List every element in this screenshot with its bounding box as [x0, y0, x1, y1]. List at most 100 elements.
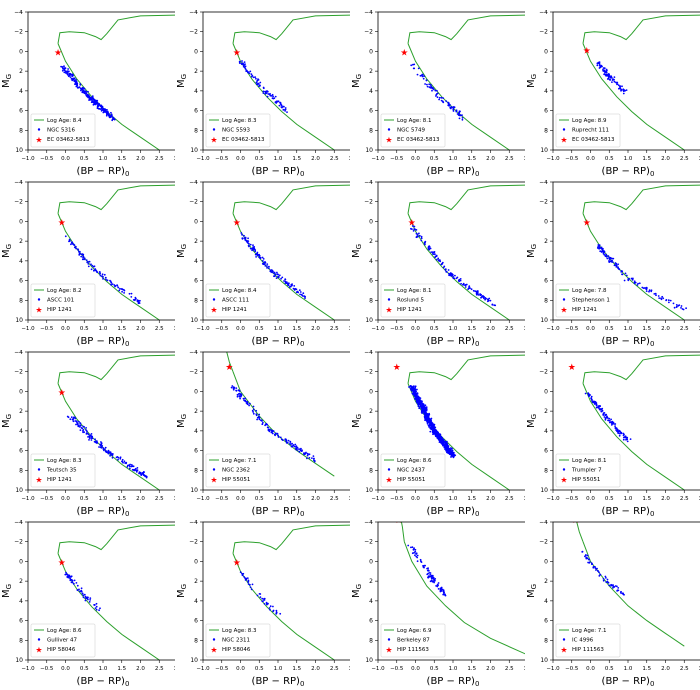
legend-label: Log Age: 8.2 [47, 288, 82, 294]
cluster-star-point [249, 247, 252, 250]
cluster-star-point [85, 92, 88, 95]
cluster-star-point [283, 280, 285, 282]
cluster-star-point [95, 602, 98, 605]
legend-star-swatch: ★ [210, 646, 217, 655]
cluster-star-point [451, 273, 454, 276]
y-axis-label-subscript: G [180, 244, 188, 249]
y-tick-label: 10 [15, 147, 23, 154]
cluster-star-point [600, 247, 602, 250]
cluster-star-point [461, 118, 464, 121]
y-tick-label: −4 [364, 520, 373, 526]
cluster-star-point [250, 75, 253, 78]
cluster-star-point [251, 249, 253, 252]
cluster-star-point [249, 243, 252, 246]
cluster-star-point [428, 248, 430, 251]
cluster-star-point [107, 452, 110, 455]
x-tick-label: 3.0 [174, 156, 175, 162]
cluster-star-point [412, 67, 415, 70]
x-tick-label: 0.0 [236, 496, 245, 502]
y-tick-label: −4 [539, 180, 548, 186]
y-tick-label: 10 [15, 487, 23, 494]
cluster-star-point [101, 273, 104, 276]
x-tick-label: 0.5 [80, 666, 89, 672]
cluster-star-point [289, 285, 292, 288]
y-tick-label: 2 [194, 578, 198, 585]
cluster-star-point [654, 292, 657, 295]
legend-label: NGC 2437 [397, 468, 425, 474]
legend-star-swatch: ★ [35, 306, 42, 315]
cluster-star-point [460, 282, 462, 285]
cluster-star-point [418, 398, 421, 401]
x-tick-label: 2.5 [505, 326, 514, 332]
x-tick-label: 1.0 [624, 666, 633, 672]
cluster-star-point [82, 255, 85, 258]
y-axis-label-subscript: G [355, 244, 363, 249]
cluster-star-point [133, 468, 136, 471]
x-axis-label: (BP − RP)0 [252, 506, 305, 518]
x-tick-label: 2.0 [311, 326, 320, 332]
y-tick-label: −2 [14, 539, 23, 546]
cluster-star-point [431, 425, 434, 428]
legend-label: Log Age: 7.1 [572, 628, 607, 634]
x-tick-label: −1.0 [371, 156, 385, 162]
x-tick-label: 3.0 [524, 326, 525, 332]
cluster-star-point [615, 266, 618, 268]
y-tick-label: −2 [539, 29, 548, 36]
y-tick-label: −4 [364, 180, 373, 186]
cluster-star-point [411, 546, 414, 549]
cluster-star-point [81, 427, 84, 430]
cluster-star-point [269, 270, 272, 273]
cluster-star-point [613, 76, 616, 78]
cluster-star-point [441, 441, 444, 444]
cluster-star-point [280, 106, 283, 108]
x-tick-label: 1.0 [624, 156, 633, 162]
cluster-star-point [248, 72, 251, 75]
cluster-star-point [116, 284, 119, 287]
x-tick-label: 2.0 [311, 666, 320, 672]
x-tick-label: 0.0 [411, 666, 420, 672]
cluster-star-point [264, 265, 267, 267]
x-axis-label: (BP − RP)0 [77, 506, 130, 518]
isochrone-upper [400, 522, 405, 542]
cluster-star-point [449, 106, 452, 109]
x-tick-label: 1.0 [99, 156, 108, 162]
cluster-star-point [451, 454, 454, 457]
cluster-star-point [72, 582, 75, 585]
cluster-star-point [71, 73, 74, 76]
cluster-star-point [255, 77, 257, 80]
chart-panel-7: ★ −1.0 −0.5 0.0 0.5 1.0 1.5 2.0 2.5 3.0 −4 −2 0 2 4 6 8 1… [351, 180, 525, 348]
cluster-star-point [617, 432, 620, 435]
y-tick-label: 4 [544, 598, 548, 605]
cluster-star-point [75, 582, 78, 584]
cluster-star-point [272, 430, 275, 432]
cluster-star-point [95, 608, 98, 611]
cluster-star-point [485, 297, 487, 300]
legend: Log Age: 7.1 IC 4996 ★ HIP 111563 [555, 623, 621, 658]
legend-label: Roslund 5 [397, 298, 425, 304]
cluster-star-point [606, 416, 609, 419]
x-tick-label: 0.0 [586, 666, 595, 672]
cluster-star-point [277, 273, 279, 276]
cluster-star-point [440, 99, 443, 102]
cluster-star-point [113, 284, 116, 286]
cluster-star-point [606, 69, 608, 72]
legend-box [205, 283, 271, 318]
cluster-star-point [134, 296, 137, 299]
target-star-marker: ★ [408, 218, 416, 228]
cluster-star-point [87, 94, 89, 96]
legend: Log Age: 8.1 Roslund 5 ★ HIP 1241 [380, 283, 446, 318]
cluster-star-point [270, 431, 273, 434]
cluster-star-point [439, 438, 441, 440]
cluster-star-point [313, 457, 315, 460]
y-tick-label: 6 [19, 108, 23, 115]
cluster-star-point [235, 387, 238, 389]
cluster-star-point [137, 301, 140, 303]
x-tick-label: −1.0 [196, 326, 210, 332]
cluster-star-point [439, 434, 441, 436]
cluster-star-point [293, 285, 296, 287]
legend: Log Age: 8.4 NGC 5316 ★ EC 03462-5813 [30, 113, 96, 148]
cluster-star-point [75, 423, 77, 426]
y-axis-label-subscript: G [5, 244, 13, 249]
cluster-star-point [294, 443, 297, 446]
cluster-star-point [421, 404, 424, 407]
